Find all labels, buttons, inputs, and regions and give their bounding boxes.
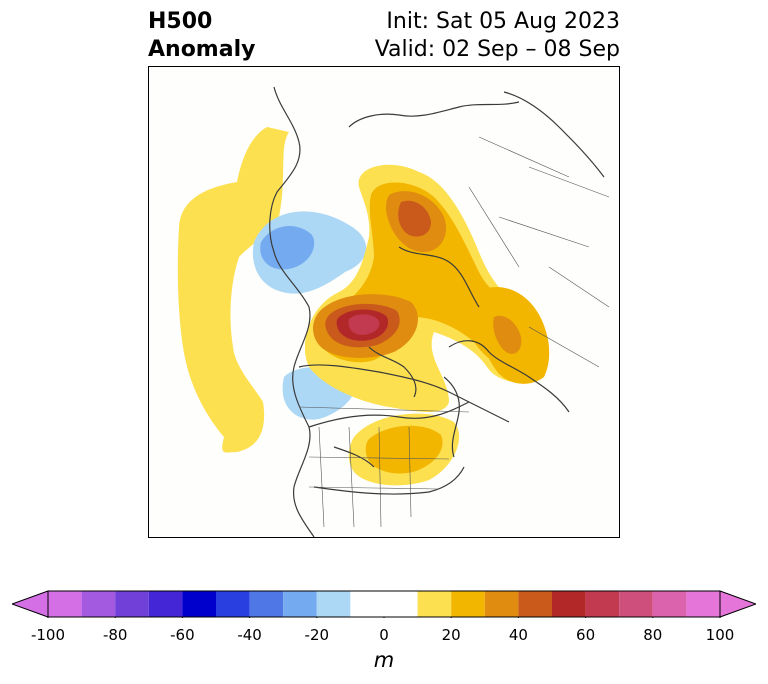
title-field: Anomaly	[148, 37, 256, 62]
anomaly-contour-positive-pole-l4	[398, 200, 431, 237]
colorbar-bin-13	[518, 591, 552, 617]
colorbar-tick-label: 20	[441, 626, 461, 644]
colorbar-ticks: -100 -80 -60 -40 -20 0 20 40 60 80 100	[0, 626, 768, 646]
init-date: Init: Sat 05 Aug 2023	[386, 9, 620, 34]
colorbar-bin-11	[451, 591, 485, 617]
anomaly-contour-negative-northwest-core	[260, 225, 315, 270]
colorbar-bin-10	[417, 591, 452, 617]
map-title-right: Init: Sat 05 Aug 2023 Valid: 02 Sep – 08…	[375, 8, 620, 64]
anomaly-contour-positive-beaufort-l6	[348, 314, 380, 335]
colorbar-tick-label: 100	[705, 626, 735, 644]
colorbar-tick-label: -80	[102, 626, 128, 644]
colorbar-extend-max	[719, 590, 756, 618]
anomaly-contour-positive-west	[177, 127, 289, 453]
anomaly-map-svg	[149, 67, 619, 537]
colorbar-bin-6	[249, 591, 284, 617]
anomaly-contour-positive-us-core	[365, 425, 443, 474]
colorbar-bin-9	[350, 591, 418, 617]
colorbar-bin-15	[585, 591, 620, 617]
colorbar-tick-label: -20	[304, 626, 330, 644]
map-title-left: H500 Anomaly	[148, 8, 255, 64]
colorbar-bin-5	[216, 591, 250, 617]
anomaly-contour-positive-east-core	[493, 315, 522, 354]
colorbar-bin-17	[652, 591, 687, 617]
title-variable: H500	[148, 9, 213, 34]
coastlines	[269, 86, 605, 537]
colorbar	[12, 590, 756, 618]
colorbar-tick-label: -60	[170, 626, 195, 644]
colorbar-unit-label: m	[373, 648, 395, 672]
colorbar-bin-3	[148, 591, 183, 617]
colorbar-bin-2	[115, 591, 149, 617]
colorbar-tick-label: 40	[508, 626, 528, 644]
political-borders	[298, 136, 610, 528]
colorbar-bin-0	[48, 591, 82, 617]
anomaly-map	[148, 66, 620, 538]
colorbar-extend-min	[12, 590, 49, 618]
colorbar-tick-label: -40	[237, 626, 262, 644]
colorbar-bin-18	[686, 591, 720, 617]
colorbar-tick-label: 0	[379, 626, 389, 644]
colorbar-bin-4	[182, 591, 216, 617]
colorbar-tick-label: 60	[576, 626, 596, 644]
colorbar-bin-7	[283, 591, 317, 617]
colorbar-bin-1	[81, 591, 116, 617]
colorbar-bin-16	[619, 591, 653, 617]
colorbar-bin-12	[484, 591, 519, 617]
colorbar-bin-8	[316, 591, 351, 617]
colorbar-bin-14	[552, 591, 586, 617]
colorbar-tick-label: -100	[30, 626, 66, 644]
valid-range: Valid: 02 Sep – 08 Sep	[374, 37, 620, 62]
colorbar-tick-label: 80	[643, 626, 663, 644]
